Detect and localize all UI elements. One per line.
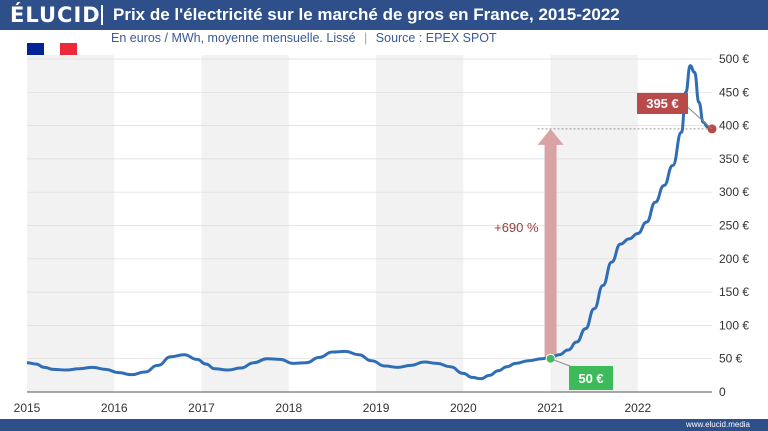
year-band — [27, 55, 115, 392]
year-band — [550, 55, 638, 392]
year-band — [376, 55, 464, 392]
footer-bar: www.elucid.media — [0, 419, 768, 431]
elucid-logo[interactable]: ÉLUCID — [10, 3, 101, 27]
y-tick-label: 50 € — [719, 352, 743, 366]
y-tick-label: 200 € — [719, 252, 749, 266]
page-title: Prix de l'électricité sur le marché de g… — [113, 5, 620, 24]
header-bar: ÉLUCID Prix de l'électricité sur le marc… — [0, 0, 768, 30]
x-tick-label: 2016 — [101, 401, 128, 415]
y-tick-label: 0 — [719, 385, 726, 399]
y-tick-label: 400 € — [719, 119, 749, 133]
x-tick-label: 2020 — [450, 401, 477, 415]
label-connector — [687, 107, 713, 130]
footer-site-link[interactable]: www.elucid.media — [685, 420, 750, 429]
increase-arrow-head — [537, 128, 564, 145]
start-value-label: 50 € — [578, 371, 603, 386]
subtitle-separator: | — [364, 31, 368, 45]
peak-value-box — [637, 93, 688, 114]
y-tick-label: 100 € — [719, 318, 749, 332]
x-tick-label: 2022 — [624, 401, 651, 415]
source-label: Source : EPEX SPOT — [375, 31, 497, 45]
x-tick-label: 2018 — [275, 401, 302, 415]
y-tick-label: 250 € — [719, 219, 749, 233]
increase-arrow-shaft — [544, 142, 557, 359]
y-tick-label: 500 € — [719, 52, 749, 66]
units-label: En euros / MWh, moyenne mensuelle. Lissé — [111, 31, 356, 45]
year-band — [201, 55, 289, 392]
x-tick-label: 2017 — [188, 401, 215, 415]
y-tick-label: 150 € — [719, 285, 749, 299]
y-tick-label: 350 € — [719, 152, 749, 166]
percent-increase-label: +690 % — [494, 220, 539, 235]
series-line — [26, 64, 713, 381]
x-tick-label: 2019 — [363, 401, 390, 415]
y-tick-label: 300 € — [719, 185, 749, 199]
y-tick-label: 450 € — [719, 85, 749, 99]
header-divider — [101, 5, 103, 25]
chart-subtitle: En euros / MWh, moyenne mensuelle. Lissé… — [111, 31, 497, 45]
x-tick-label: 2015 — [14, 401, 41, 415]
x-tick-label: 2021 — [537, 401, 564, 415]
start-value-box — [569, 366, 613, 390]
peak-value-label: 395 € — [646, 96, 679, 111]
